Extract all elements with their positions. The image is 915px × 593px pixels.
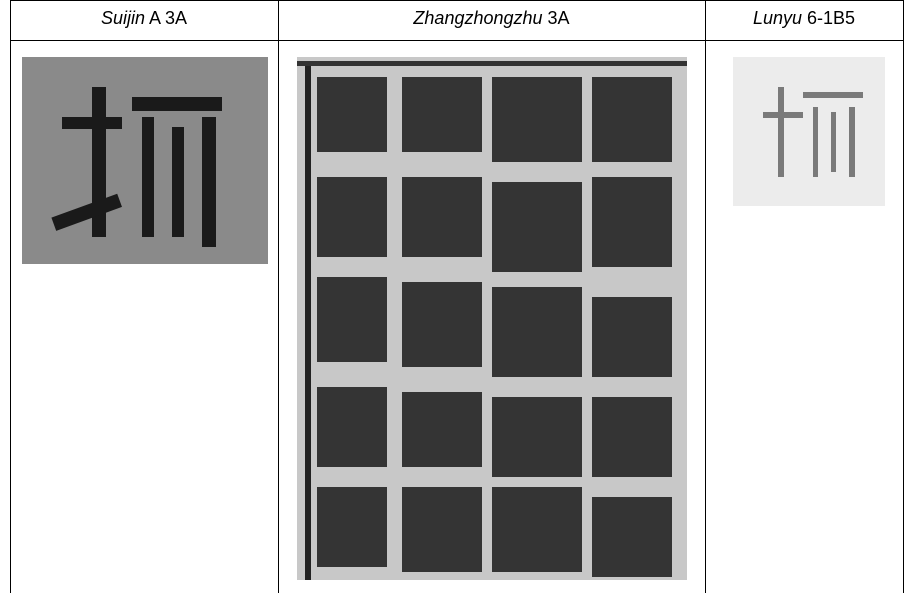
source-locus: 6-1B5 xyxy=(807,8,856,28)
manuscript-image xyxy=(733,57,885,206)
source-title: Suijin xyxy=(100,8,145,28)
manuscript-image xyxy=(22,57,268,264)
table-border xyxy=(10,0,11,593)
column-header: Zhangzhongzhu 3A xyxy=(278,8,705,29)
header-rule xyxy=(10,40,904,41)
source-title: Lunyu xyxy=(752,8,802,28)
column-rule xyxy=(705,0,706,593)
source-title: Zhangzhongzhu xyxy=(413,8,543,28)
printed-page-image xyxy=(297,57,687,580)
table-border xyxy=(903,0,904,593)
source-locus: 3A xyxy=(547,8,570,28)
column-header: Suijin A 3A xyxy=(10,8,278,29)
table-border xyxy=(10,0,904,1)
column-header: Lunyu 6-1B5 xyxy=(705,8,903,29)
column-rule xyxy=(278,0,279,593)
source-locus: A 3A xyxy=(149,8,188,28)
